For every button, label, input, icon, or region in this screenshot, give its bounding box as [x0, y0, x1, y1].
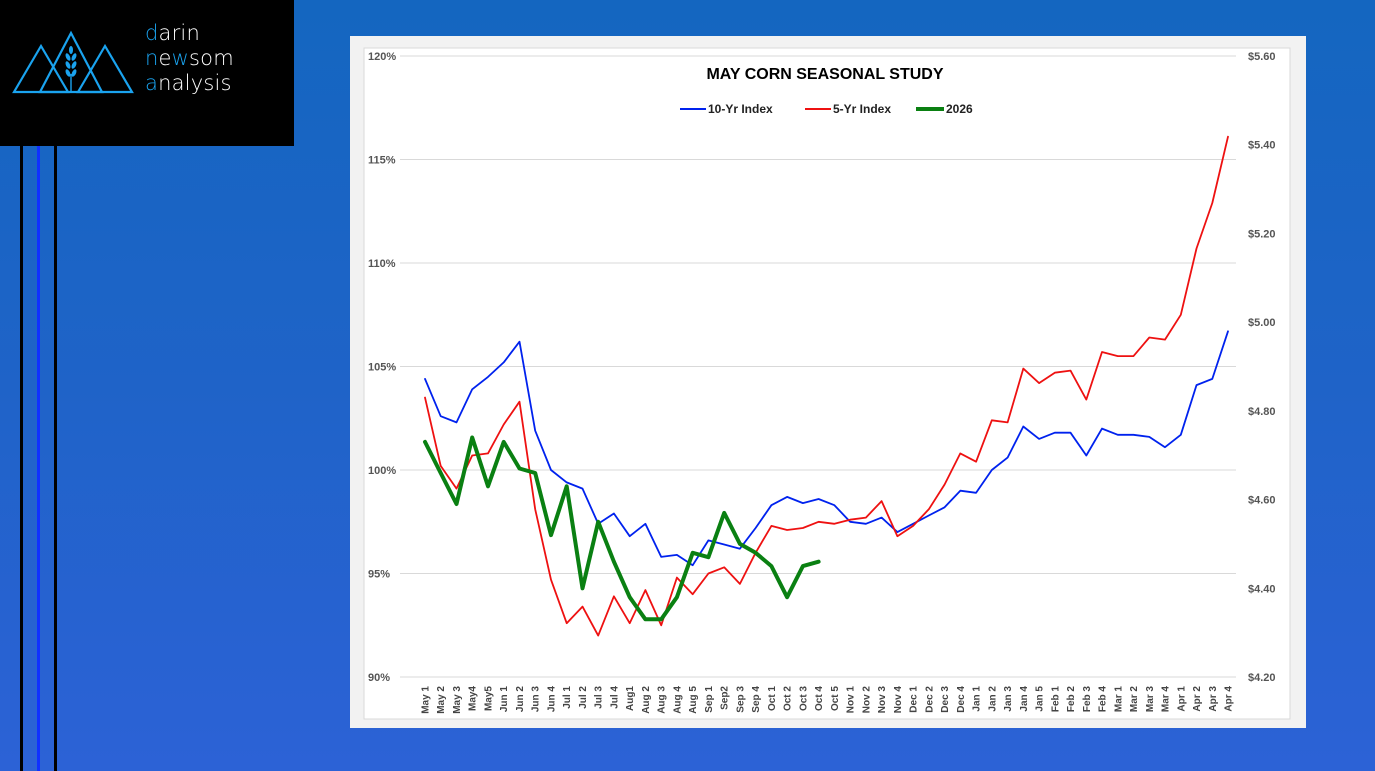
x-tick-label: Jan 1	[972, 686, 983, 712]
x-tick-label: Jul 3	[594, 686, 605, 709]
x-tick-label: Oct 4	[814, 686, 825, 711]
x-tick-label: Apr 4	[1224, 686, 1235, 712]
x-tick-label: Oct 3	[798, 686, 809, 711]
brand-line-1: darin	[145, 21, 200, 45]
x-tick-label: Sep 1	[704, 686, 715, 713]
chart-title: MAY CORN SEASONAL STUDY	[706, 66, 943, 83]
x-tick-label: Dec 2	[924, 686, 935, 713]
x-tick-label: Aug 4	[672, 686, 683, 714]
x-tick-label: Sep 4	[751, 686, 762, 713]
y-right-tick-label: $5.20	[1248, 228, 1276, 240]
x-tick-label: Feb 2	[1066, 686, 1077, 713]
y-left-tick-label: 110%	[368, 258, 396, 270]
seasonal-chart: 90% 95% 100% 105% 110% 115% 120% $4.20 $4.40 $4.…	[363, 47, 1291, 720]
y-right-tick-label: $4.60	[1248, 495, 1276, 507]
x-tick-label: Nov 2	[861, 686, 872, 714]
y-right-tick-label: $4.80	[1248, 406, 1276, 418]
y-left-tick-label: 120%	[368, 51, 396, 63]
x-tick-label: Sep 3	[735, 686, 746, 713]
y-left-tick-label: 100%	[368, 465, 396, 477]
plot-area	[363, 47, 1291, 720]
series-line-5-yr-index	[424, 135, 1229, 637]
x-tick-label: Jun 3	[531, 686, 542, 713]
x-tick-label: Sep2	[720, 686, 731, 710]
chart-panel: 90% 95% 100% 105% 110% 115% 120% $4.20 $4.40 $4.…	[350, 36, 1306, 728]
legend-item: 5-Yr Index	[805, 102, 891, 116]
x-tick-label: May4	[468, 686, 479, 711]
x-tick-label: Aug 5	[688, 686, 699, 714]
x-tick-label: May 2	[436, 686, 447, 714]
brand-logo: darin newsom analysis	[0, 0, 294, 146]
legend-item: 10-Yr Index	[680, 102, 773, 116]
y-left-tick-label: 90%	[368, 672, 390, 684]
y-right-tick-label: $5.00	[1248, 317, 1276, 329]
x-tick-label: Jan 3	[1003, 686, 1014, 712]
x-tick-label: Apr 2	[1192, 686, 1203, 712]
x-tick-label: Mar 4	[1161, 686, 1172, 713]
x-tick-label: Dec 4	[956, 686, 967, 713]
x-tick-label: Aug1	[625, 686, 636, 711]
decorative-line	[54, 146, 57, 771]
x-tick-label: May 1	[421, 686, 432, 714]
brand-name: darin newsom analysis	[145, 21, 234, 96]
x-tick-label: Jan 2	[987, 686, 998, 712]
x-tick-label: Jun 4	[546, 686, 557, 713]
x-tick-label: Feb 1	[1050, 686, 1061, 713]
y-left-tick-label: 115%	[368, 155, 396, 167]
x-tick-label: Nov 3	[877, 686, 888, 714]
brand-line-3: analysis	[145, 71, 232, 95]
x-tick-label: Oct 1	[767, 686, 778, 711]
y-left-tick-label: 95%	[368, 569, 390, 581]
x-tick-label: Jun 2	[515, 686, 526, 713]
decorative-line	[20, 146, 23, 771]
series-line-2026	[423, 435, 821, 622]
x-tick-label: Jun 1	[499, 686, 510, 713]
y-right-tick-label: $4.40	[1248, 583, 1276, 595]
series-line-10-yr-index	[424, 330, 1229, 567]
x-tick-label: Mar 1	[1113, 686, 1124, 713]
x-tick-label: Nov 1	[846, 686, 857, 714]
x-tick-label: Mar 3	[1145, 686, 1156, 713]
brand-line-2: newsom	[145, 46, 234, 70]
x-tick-label: Jan 4	[1019, 686, 1030, 712]
x-tick-label: Apr 3	[1208, 686, 1219, 712]
y-right-tick-label: $5.40	[1248, 140, 1276, 152]
x-tick-label: Jan 5	[1035, 686, 1046, 712]
legend-label: 10-Yr Index	[708, 102, 773, 116]
x-tick-label: Aug 2	[641, 686, 652, 714]
x-tick-label: Jul 4	[609, 686, 620, 709]
y-left-tick-label: 105%	[368, 362, 396, 374]
x-tick-label: Feb 3	[1082, 686, 1093, 713]
x-tick-label: Oct 5	[830, 686, 841, 711]
mountains-wheat-icon	[12, 30, 134, 94]
x-tick-label: Nov 4	[893, 686, 904, 714]
y-right-tick-label: $4.20	[1248, 672, 1276, 684]
y-right-tick-label: $5.60	[1248, 51, 1276, 63]
legend-label: 2026	[946, 102, 973, 116]
legend-label: 5-Yr Index	[833, 102, 891, 116]
x-tick-label: May5	[483, 686, 494, 711]
x-tick-label: Aug 3	[657, 686, 668, 714]
legend: 10-Yr Index 5-Yr Index 2026	[680, 102, 973, 116]
x-tick-label: Oct 2	[783, 686, 794, 711]
x-tick-label: May 3	[452, 686, 463, 714]
x-tick-label: Mar 2	[1129, 686, 1140, 713]
x-tick-label: Dec 3	[940, 686, 951, 713]
x-tick-label: Apr 1	[1176, 686, 1187, 712]
x-tick-label: Jul 2	[578, 686, 589, 709]
x-tick-label: Feb 4	[1098, 686, 1109, 713]
legend-item: 2026	[916, 102, 973, 116]
x-tick-label: Dec 1	[909, 686, 920, 713]
decorative-line	[37, 146, 40, 771]
x-tick-label: Jul 1	[562, 686, 573, 709]
